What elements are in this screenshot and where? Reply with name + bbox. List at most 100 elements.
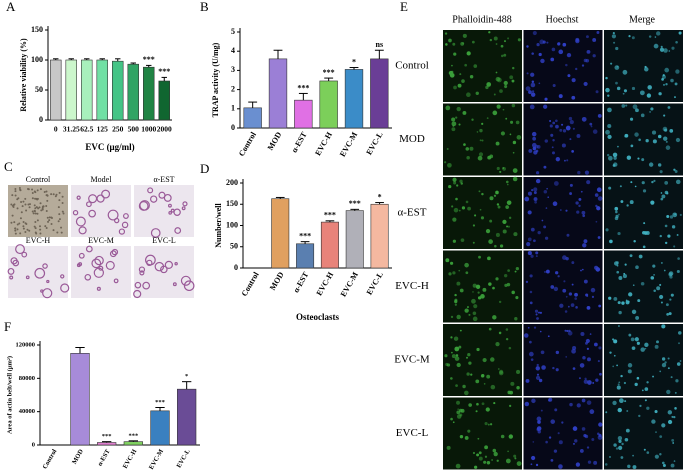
texture [507, 37, 510, 40]
texture [96, 194, 105, 203]
texture [489, 423, 493, 426]
micrograph [8, 246, 68, 298]
texture [493, 451, 498, 457]
texture [500, 44, 504, 48]
texture [631, 346, 636, 350]
texture [499, 170, 502, 174]
texture [618, 276, 623, 280]
texture [492, 110, 498, 116]
texture [472, 316, 478, 322]
texture [450, 336, 453, 339]
texture [513, 454, 517, 458]
texture [14, 232, 17, 235]
texture [48, 219, 51, 222]
texture [40, 209, 43, 212]
y-tick-label: 0 [39, 115, 43, 124]
texture [504, 84, 508, 89]
texture [531, 90, 535, 93]
texture [641, 181, 645, 185]
texture [513, 232, 518, 237]
texture [610, 62, 613, 65]
texture [639, 90, 645, 96]
texture [88, 209, 96, 218]
fluorescence-image [523, 397, 603, 470]
row-label: MOD [399, 133, 425, 145]
texture [475, 410, 478, 413]
texture [14, 190, 17, 193]
bar [65, 59, 77, 121]
texture [677, 257, 680, 260]
texture [511, 290, 515, 295]
texture [495, 43, 498, 45]
texture [476, 131, 479, 133]
texture [673, 245, 676, 248]
texture [479, 139, 482, 142]
texture [163, 193, 172, 202]
x-tick-label: 500 [128, 125, 140, 134]
texture [476, 347, 480, 352]
texture [592, 38, 597, 42]
texture [527, 191, 533, 196]
bar [319, 80, 338, 129]
texture [582, 214, 586, 218]
texture [633, 240, 636, 243]
texture [18, 222, 21, 225]
texture [174, 227, 182, 234]
texture [571, 149, 575, 153]
texture [499, 89, 503, 93]
texture [477, 155, 483, 161]
texture [527, 327, 530, 329]
panel-label: A [6, 0, 16, 14]
texture [543, 165, 547, 169]
texture [622, 69, 628, 75]
row-label: Control [395, 60, 429, 72]
texture [516, 369, 521, 374]
texture [452, 421, 455, 424]
texture [508, 346, 512, 350]
texture [552, 366, 555, 370]
texture [542, 40, 546, 44]
texture [552, 151, 555, 155]
texture [572, 426, 578, 431]
texture [571, 95, 576, 100]
texture [565, 209, 568, 212]
texture [20, 211, 23, 214]
texture [477, 437, 480, 440]
texture [525, 378, 530, 383]
texture [485, 407, 490, 412]
texture [615, 46, 619, 51]
texture [19, 232, 22, 235]
significance: *** [143, 55, 155, 64]
texture [625, 299, 628, 302]
texture [591, 295, 595, 298]
texture [569, 119, 574, 125]
texture [662, 461, 665, 465]
texture [587, 357, 591, 362]
texture [674, 170, 678, 173]
texture [595, 220, 598, 223]
y-tick-label: 50 [35, 85, 43, 94]
texture [452, 42, 456, 46]
texture [111, 248, 119, 256]
texture [477, 291, 480, 294]
texture [659, 370, 662, 373]
texture [597, 196, 603, 201]
texture [581, 210, 586, 215]
texture [664, 180, 669, 185]
texture [620, 456, 624, 459]
texture [531, 52, 534, 55]
texture [58, 199, 61, 202]
texture [14, 229, 17, 232]
x-tick-label: EVC-M [148, 448, 165, 471]
texture [480, 374, 485, 378]
texture [534, 309, 539, 313]
texture [462, 42, 465, 45]
texture [138, 266, 146, 273]
texture [644, 67, 649, 72]
texture [24, 222, 27, 225]
texture [42, 205, 45, 208]
texture [451, 127, 456, 132]
fluorescence-image [523, 103, 603, 176]
texture [654, 454, 659, 459]
texture [490, 357, 495, 362]
